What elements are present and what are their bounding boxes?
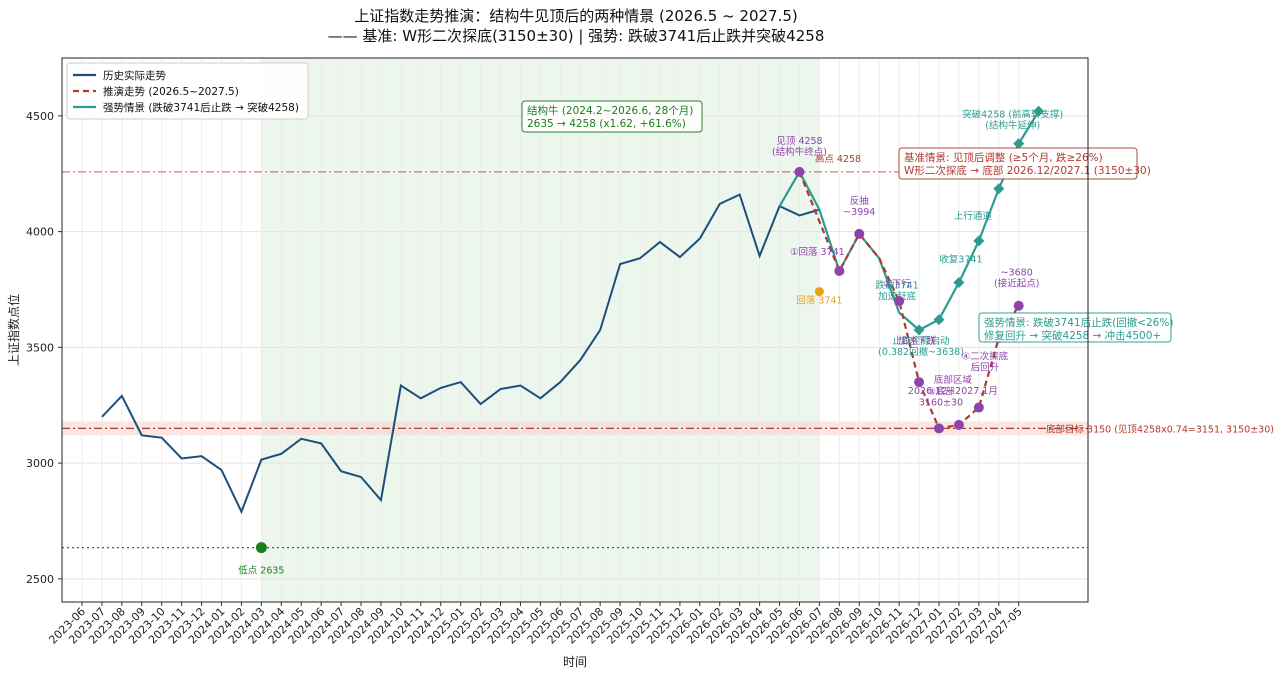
y-tick-label: 4500 [26,110,54,123]
scenario-marker-point [973,402,984,413]
legend-box [66,62,309,120]
high-line-label: 高点 4258 [815,153,861,165]
chart-subtitle: —— 基准: W形二次探底(3150±30) | 强势: 跌破3741后止跌并突… [328,27,825,45]
scenario-marker-point [834,265,845,276]
scenario-marker-label: ~3680 [1001,268,1033,279]
scenario-marker-label: (接近起点) [994,278,1039,290]
scenario-marker-point [255,542,267,554]
scenario-marker-label: 3160±30 [919,397,963,408]
scenario-marker-label: ①回落 3741 [790,246,845,258]
y-tick-label: 4000 [26,226,54,239]
scenario-marker-point [914,377,925,388]
y-tick-label: 3500 [26,341,54,354]
annotation-box-line: 强势情景: 跌破3741后止跌(回撤<26%) [984,316,1173,329]
annotation-box [521,100,703,133]
strong-scenario-point [993,183,1005,195]
scenario-marker-point [1013,300,1024,311]
scenario-marker-label: 低点 2635 [238,565,284,577]
strong-scenario-label: 跌破3741 [876,280,919,292]
annotation-box [898,147,1138,180]
y-axis-label: 上证指数点位 [6,294,21,366]
scenario-marker-label: 2026.12~2027.1月 [908,386,998,397]
strong-scenario-line [778,110,1040,332]
bottom-target-label: 底部目标 3150 (见顶4258x0.74=3151, 3150±30) [1046,423,1274,435]
strong-scenario-point [953,277,965,289]
scenario-marker-point [894,296,905,307]
strong-scenario-point [1013,138,1025,150]
legend-entry-label: 强势情景 (跌破3741后止跌 → 突破4258) [103,101,299,114]
scenario-marker-point [953,419,964,430]
x-axis-label: 时间 [563,655,587,669]
y-tick-label: 3000 [26,457,54,470]
legend-entry-label: 历史实际走势 [103,69,166,82]
strong-scenario-label: 收复3741 [939,254,982,266]
legend-entry-label: 推演走势 (2026.5~2027.5) [103,85,239,98]
strong-scenario-label: 突破4258 (前高转支撑) [962,109,1063,121]
scenario-marker-point [854,228,865,239]
scenario-marker-label: ②下行 [883,278,911,290]
strong-scenario-label: (0.382回撤~3638) [878,346,964,358]
plot-frame [61,57,1089,603]
scenario-marker-label: ④二次探底 [962,351,1009,363]
annotation-box-line: 2635 → 4258 (x1.62, +61.6%) [527,118,686,130]
scenario-marker-point [794,166,805,177]
plot-area: 250030003500400045002023-062023-072023-0… [26,57,1274,647]
scenario-marker-label: 后回升 [971,363,1000,374]
scenario-marker-label: 反抽 [850,195,869,207]
strong-scenario-label: 止跌企稳启动 [893,335,950,347]
scenario-marker-point [933,423,944,434]
annotation-box [978,312,1172,343]
chart-title: 上证指数走势推演：结构牛见顶后的两种情景 (2026.5 ~ 2027.5) [354,7,798,25]
strong-scenario-label: (结构牛延伸) [985,120,1040,132]
strong-scenario-point [973,235,985,247]
annotation-box-line: 修复回升 → 突破4258 → 冲击4500+ [984,329,1161,342]
y-tick-label: 2500 [26,573,54,586]
annotation-box-line: 基准情景: 见顶后调整 (≥5个月, 跌≥26%) [904,151,1103,164]
strong-scenario-point [933,314,945,326]
scenario-marker-point [814,287,824,297]
scenario-marker-label: 加速下跌 [898,335,937,347]
scenario-marker-label: 回落 3741 [796,295,842,307]
scenario-marker-label: ③底部 [927,385,955,397]
strong-scenario-label: 上行通道 [954,210,993,222]
scenario-marker-label: 见顶 4258 [776,136,822,147]
annotation-box-line: 结构牛 (2024.2~2026.6, 28个月) [527,104,693,117]
strong-scenario-point [1033,105,1045,117]
strong-scenario-point [913,324,925,336]
history-series-line [101,193,820,515]
scenario-marker-label: 底部区域 [934,374,973,386]
scenario-marker-label: ~3994 [843,207,875,218]
annotation-box-line: W形二次探底 → 底部 2026.12/2027.1 (3150±30) [904,164,1151,177]
scenario-marker-label: (结构牛终点) [772,146,827,158]
